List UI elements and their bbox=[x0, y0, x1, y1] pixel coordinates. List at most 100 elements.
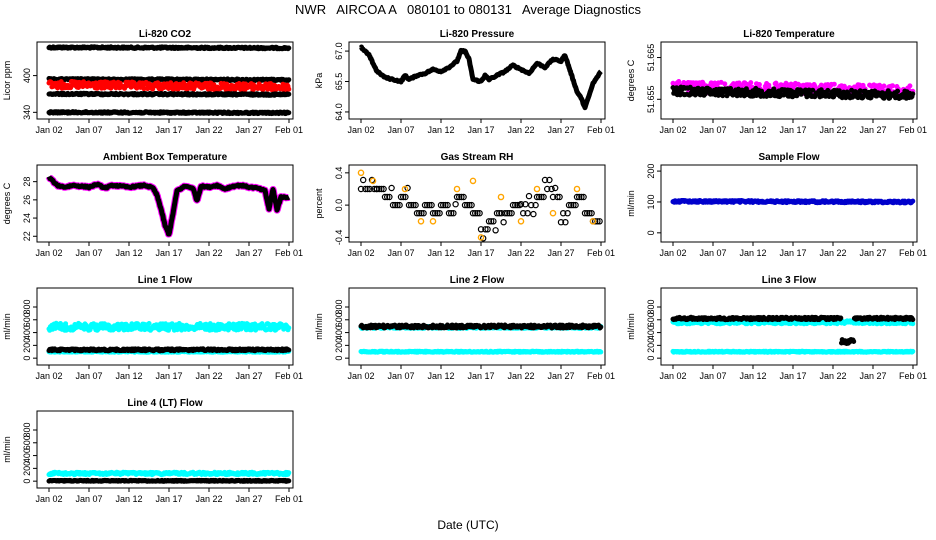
data-point bbox=[453, 193, 461, 201]
data-point bbox=[748, 80, 754, 86]
data-point bbox=[369, 177, 377, 185]
data-point bbox=[384, 193, 391, 201]
data-point bbox=[286, 110, 292, 116]
data-point bbox=[540, 193, 547, 201]
data-point bbox=[357, 185, 365, 193]
data-point bbox=[568, 201, 575, 209]
data-point bbox=[477, 234, 485, 241]
x-tick-label: Jan 27 bbox=[547, 125, 574, 135]
data-point bbox=[570, 201, 577, 209]
data-point bbox=[560, 209, 567, 217]
y-tick-label: 65.5 bbox=[334, 73, 344, 91]
x-tick-label: Jan 27 bbox=[235, 371, 262, 381]
data-point bbox=[565, 201, 573, 209]
data-point bbox=[578, 193, 585, 201]
plot-frame bbox=[36, 41, 294, 120]
x-tick-label: Jan 17 bbox=[155, 125, 182, 135]
plot-frame bbox=[660, 164, 918, 243]
y-tick-label: 200 bbox=[646, 164, 656, 179]
data-point bbox=[576, 193, 583, 201]
data-point bbox=[456, 193, 463, 201]
data-point bbox=[586, 209, 593, 217]
x-tick-label: Jan 27 bbox=[235, 125, 262, 135]
data-point bbox=[549, 193, 557, 201]
x-tick-label: Jan 07 bbox=[699, 248, 726, 258]
data-point bbox=[396, 201, 403, 209]
data-point bbox=[436, 209, 443, 217]
data-point bbox=[573, 185, 581, 193]
data-point bbox=[357, 169, 365, 177]
data-point bbox=[676, 79, 682, 85]
data-point bbox=[472, 209, 479, 217]
y-tick-label: 100 bbox=[646, 194, 656, 209]
data-point bbox=[546, 176, 553, 184]
data-point bbox=[432, 209, 439, 217]
data-point bbox=[536, 193, 543, 201]
data-point bbox=[416, 209, 423, 217]
y-tick-label: 67.0 bbox=[334, 42, 344, 60]
plot-frame bbox=[348, 287, 606, 366]
data-point bbox=[428, 201, 435, 209]
data-point bbox=[524, 209, 531, 217]
x-tick-label: Jan 02 bbox=[347, 371, 374, 381]
data-point bbox=[722, 81, 728, 87]
data-point bbox=[466, 201, 473, 209]
data-point bbox=[413, 209, 421, 217]
x-tick-label: Jan 17 bbox=[779, 248, 806, 258]
data-point bbox=[437, 201, 445, 209]
data-point bbox=[552, 184, 559, 192]
data-point bbox=[508, 209, 515, 217]
x-tick-label: Jan 22 bbox=[507, 371, 534, 381]
x-tick-label: Jan 22 bbox=[195, 371, 222, 381]
data-point bbox=[492, 227, 499, 234]
data-point bbox=[584, 209, 591, 217]
y-tick-label: 600 bbox=[22, 312, 32, 327]
data-point bbox=[530, 210, 537, 218]
data-point bbox=[564, 209, 571, 217]
data-point bbox=[493, 209, 501, 217]
data-point bbox=[825, 87, 831, 93]
x-tick-label: Jan 02 bbox=[347, 248, 374, 258]
data-point bbox=[517, 200, 525, 208]
data-point bbox=[557, 218, 565, 226]
y-axis-label: ml/min bbox=[2, 313, 12, 340]
data-point bbox=[362, 185, 369, 193]
x-tick-label: Jan 02 bbox=[35, 125, 62, 135]
y-tick-label: 340 bbox=[22, 105, 32, 120]
x-tick-label: Jan 07 bbox=[75, 371, 102, 381]
data-point bbox=[412, 201, 419, 209]
data-point bbox=[366, 185, 373, 193]
data-point bbox=[910, 198, 916, 204]
x-tick-label: Jan 02 bbox=[35, 248, 62, 258]
y-tick-label: 51.655 bbox=[646, 86, 656, 114]
x-tick-label: Jan 17 bbox=[779, 125, 806, 135]
x-tick-label: Feb 01 bbox=[275, 248, 303, 258]
y-tick-label: -0.4 bbox=[334, 230, 344, 246]
y-tick-label: 22 bbox=[22, 231, 32, 241]
x-tick-label: Jan 12 bbox=[115, 248, 142, 258]
plot-data bbox=[46, 44, 292, 117]
x-tick-label: Jan 17 bbox=[467, 248, 494, 258]
panel-title: Line 1 Flow bbox=[138, 275, 193, 286]
data-point bbox=[381, 193, 389, 201]
panel-title: Gas Stream RH bbox=[441, 152, 514, 163]
data-point bbox=[598, 324, 604, 330]
y-tick-label: 800 bbox=[334, 299, 344, 314]
x-tick-label: Jan 17 bbox=[467, 125, 494, 135]
x-tick-label: Jan 22 bbox=[819, 125, 846, 135]
x-tick-label: Jan 12 bbox=[115, 371, 142, 381]
data-point bbox=[469, 177, 477, 185]
data-point bbox=[442, 201, 449, 209]
data-point bbox=[831, 81, 837, 87]
y-tick-label: 24 bbox=[22, 213, 32, 223]
plot-data bbox=[670, 198, 916, 206]
data-point bbox=[376, 185, 383, 193]
data-point bbox=[373, 185, 381, 193]
data-point bbox=[588, 209, 595, 217]
x-tick-label: Jan 12 bbox=[739, 248, 766, 258]
data-point bbox=[533, 193, 541, 201]
data-point bbox=[532, 201, 539, 209]
